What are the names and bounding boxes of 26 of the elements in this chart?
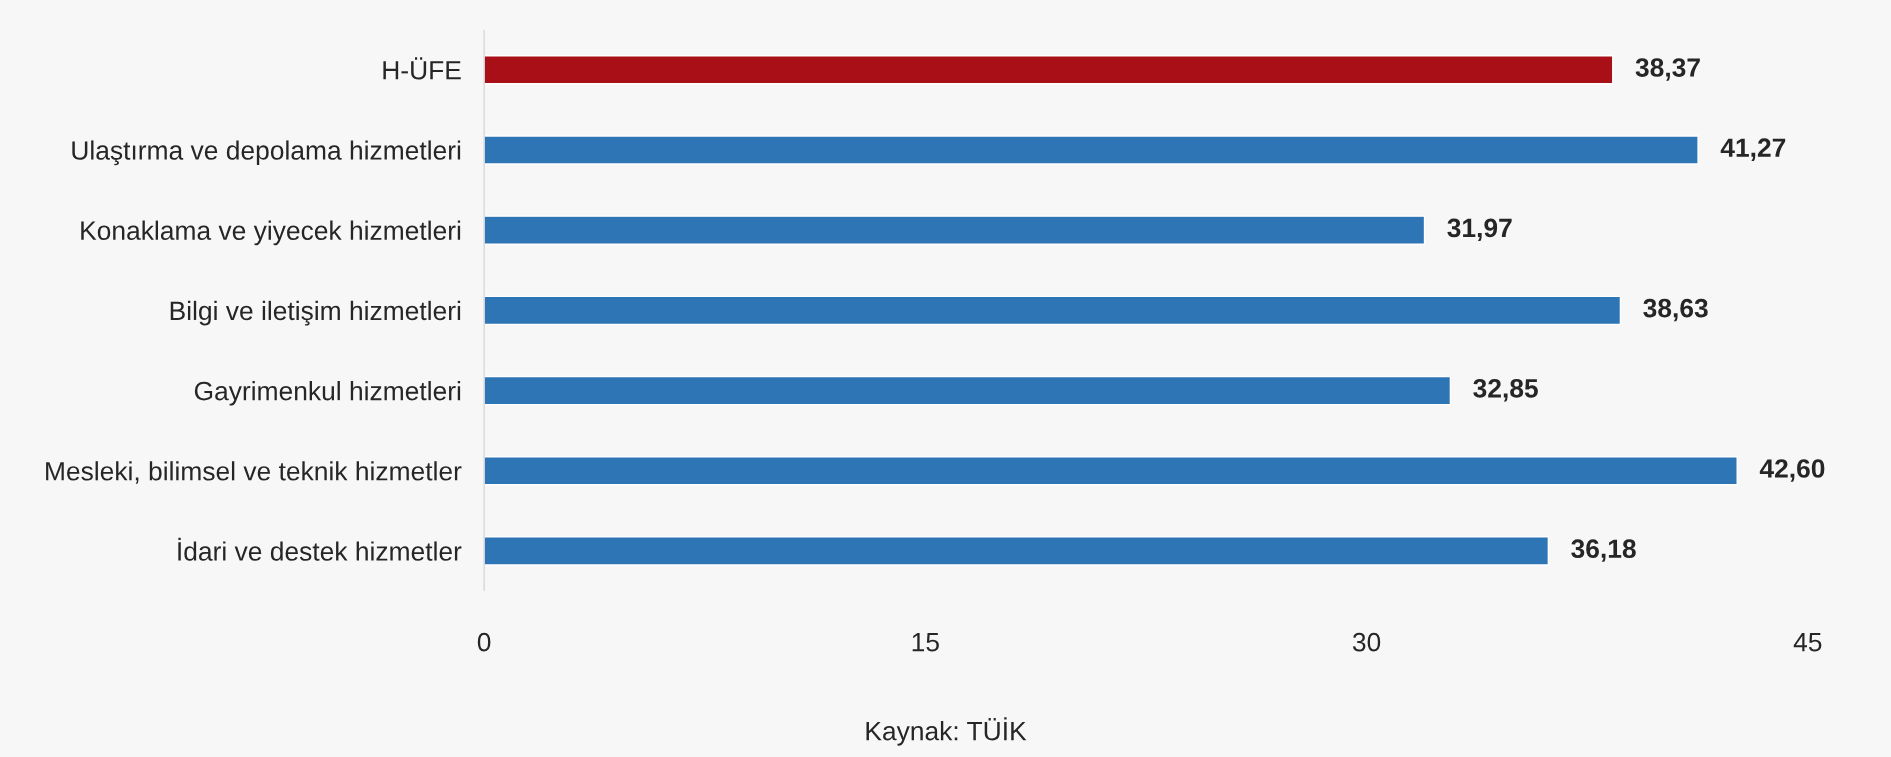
- y-tick-label: Gayrimenkul hizmetleri: [194, 381, 461, 406]
- data-label: 31,97: [1447, 218, 1512, 242]
- x-tick-label: 30: [1352, 632, 1381, 652]
- y-tick-label: H-ÜFE: [383, 57, 461, 80]
- bar: [484, 375, 1452, 406]
- bar: [484, 55, 1614, 85]
- data-label: 38,63: [1643, 298, 1708, 322]
- x-tick-label: 45: [1793, 633, 1822, 652]
- data-label: 38,37: [1635, 58, 1700, 81]
- x-tick-label: 15: [912, 633, 939, 652]
- data-label: 41,27: [1720, 138, 1786, 161]
- bar: [484, 295, 1622, 326]
- text: Kaynak: TÜİK: [866, 717, 1027, 746]
- y-tick-label: İdari ve destek hizmetler: [178, 537, 462, 561]
- data-label: 32,85: [1473, 378, 1538, 402]
- bar: [484, 135, 1699, 165]
- bar: [484, 536, 1550, 566]
- bar: [484, 215, 1426, 245]
- y-tick-label: Mesleki, bilimsel ve teknik hizmetler: [46, 461, 462, 484]
- data-label: 42,60: [1759, 459, 1825, 482]
- x-tick-label: 0: [477, 632, 491, 652]
- y-tick-label: Ulaştırma ve depolama hizmetleri: [72, 140, 461, 166]
- y-tick-label: Konaklama ve yiyecek hizmetleri: [81, 220, 461, 246]
- bar: [484, 456, 1738, 486]
- y-tick-label: Bilgi ve iletişim hizmetleri: [170, 300, 461, 326]
- data-label: 36,18: [1571, 539, 1636, 562]
